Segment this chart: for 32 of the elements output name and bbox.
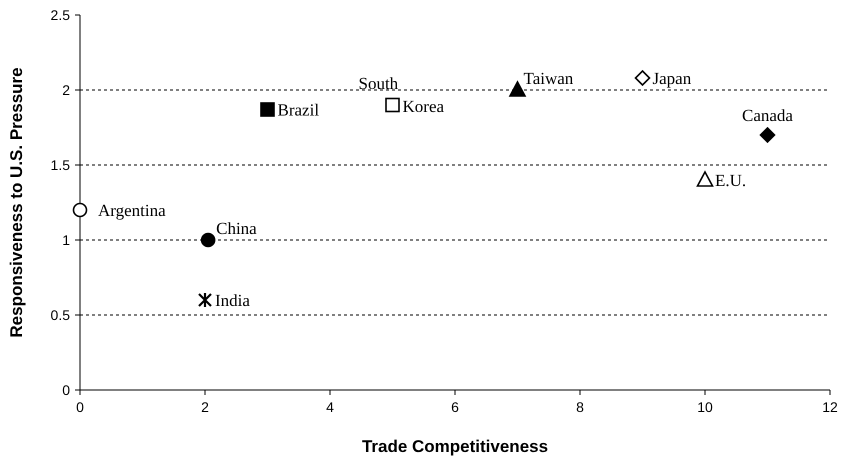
point [198,292,212,308]
x-tick-label: 12 [822,399,838,415]
point [200,232,216,248]
series-label: South Korea [358,74,444,116]
x-tick-label: 8 [576,399,584,415]
series-label: Taiwan [524,69,574,88]
point [260,102,275,117]
point [634,70,650,86]
y-axis-title: Responsiveness to U.S. Pressure [7,67,26,338]
series-label: E.U. [715,171,746,190]
point [72,202,88,218]
x-tick-label: 10 [697,399,713,415]
series-label: China [216,219,258,238]
series-label: Brazil [278,100,320,120]
series-label: Canada [742,106,794,125]
point [696,171,714,187]
point [385,98,400,112]
x-tick-label: 4 [326,399,334,415]
y-tick-label: 1 [62,232,70,248]
series-label: Japan [652,69,692,88]
series-label: India [215,291,250,310]
y-tick-label: 0.5 [50,307,70,323]
x-tick-label: 2 [201,399,210,415]
x-tick-label: 0 [76,399,84,415]
y-tick-label: 2 [62,82,70,98]
series-label: Argentina [98,201,166,220]
x-tick-label: 6 [451,399,460,415]
y-tick-label: 2.5 [50,7,70,23]
x-axis-title: Trade Competitiveness [362,437,548,456]
point [760,127,776,143]
y-tick-label: 0 [62,382,70,398]
y-tick-label: 1.5 [50,157,70,173]
